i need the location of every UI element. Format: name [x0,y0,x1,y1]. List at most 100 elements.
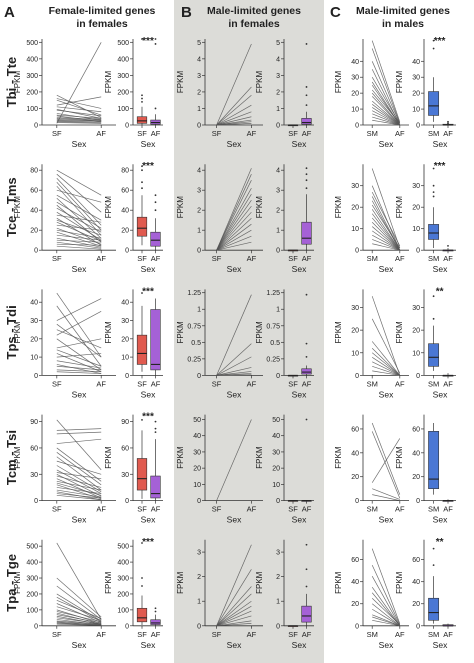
gene-line [56,177,102,226]
gene-line [56,484,102,500]
y-axis-label: FPKM [334,571,343,594]
gene-line [216,544,252,626]
y-tick-label: 40 [121,208,129,215]
gene-line [56,606,102,621]
outlier-point [432,167,435,170]
x-tick-label: SF [288,254,298,263]
y-tick-label: 30 [272,449,280,456]
gene-line [56,122,102,124]
y-tick-label: 20 [193,466,201,473]
gene-line [216,111,252,126]
x-axis-label: Sex [379,139,394,149]
outlier-point [305,568,308,571]
gene-line [56,593,102,622]
gene-line [56,194,102,221]
gene-line [216,217,252,251]
y-tick-label: 1 [276,228,280,235]
gene-line [371,104,401,126]
y-tick-label: 0 [276,373,280,380]
y-tick-label: 40 [272,433,280,440]
gene-line [371,226,401,251]
x-axis-label: Sex [379,515,394,525]
x-tick-label: AF [302,630,312,639]
x-tick-label: AF [96,254,106,263]
y-tick-label: 100 [117,106,129,113]
y-tick-label: 40 [351,59,359,66]
outlier-point [432,195,435,198]
gene-line [216,620,252,627]
x-axis-label: Sex [433,640,448,650]
y-tick-label: 10 [351,107,359,114]
outlier-point [141,292,143,294]
y-axis-label: FPKM [395,321,404,344]
y-tick-label: 0 [355,373,359,380]
y-tick-label: 20 [351,601,359,608]
y-tick-label: 10 [121,355,129,362]
box-iqr [136,216,148,237]
y-tick-label: 500 [26,544,38,551]
x-tick-label: AF [96,129,106,138]
gene-line [56,617,102,625]
x-tick-label: SF [52,129,62,138]
outlier-point [141,577,143,579]
gene-line [371,318,401,374]
y-tick-label: 500 [117,40,129,47]
x-tick-label: AF [151,129,161,138]
y-tick-label: 0 [355,123,359,130]
significance-stars: ** [436,537,444,548]
outlier-point [141,97,143,100]
gene-line [56,94,102,118]
x-tick-label: AF [302,505,312,514]
y-axis-label: FPKM [176,196,185,219]
gene-line [216,211,252,251]
x-tick-label: AF [443,129,453,138]
gene-line [56,603,102,623]
x-tick-label: AF [151,630,161,639]
y-tick-label: 0.25 [187,356,201,363]
outlier-point [154,201,157,204]
outlier-point [154,38,157,40]
gene-line [371,296,401,376]
x-tick-label: AF [395,630,405,639]
y-axis-label: FPKM [176,71,185,94]
y-tick-label: 2 [197,89,201,96]
y-tick-label: 20 [351,205,359,212]
gene-line [371,92,401,126]
gene-line [371,341,401,376]
column-b-title-line1: Male-limited genes [207,5,301,17]
y-tick-label: 40 [412,450,420,457]
y-tick-label: 30 [412,75,420,82]
y-tick-label: 0.75 [187,323,201,330]
x-axis-label: Sex [141,640,156,650]
x-axis-label: Sex [433,515,448,525]
y-tick-label: 20 [351,91,359,98]
gene-line [56,460,102,475]
y-tick-label: 60 [30,445,38,452]
gene-line [371,422,401,495]
y-tick-label: 3 [276,188,280,195]
y-tick-label: 0 [276,248,280,255]
gene-line [372,243,400,251]
y-tick-label: 60 [412,426,420,433]
significance-stars: *** [434,161,446,172]
gene-line [371,96,401,126]
y-tick-label: 40 [351,579,359,586]
y-tick-label: 10 [351,350,359,357]
gene-line [56,305,102,367]
x-tick-label: AF [443,254,453,263]
y-tick-label: 2 [276,89,280,96]
outlier-point [154,610,157,613]
gene-line [371,40,401,122]
outlier-point [305,167,308,170]
y-tick-label: 90 [121,419,129,426]
y-axis-label: FPKM [104,196,113,219]
y-tick-label: 0 [355,623,359,630]
gene-line [372,116,400,126]
x-axis-label: Sex [72,139,87,149]
gene-line [372,619,400,627]
y-tick-label: 0.5 [191,340,201,347]
gene-line [371,576,401,626]
gene-line [56,311,102,336]
y-tick-label: 20 [351,328,359,335]
y-axis-label: FPKM [255,196,264,219]
